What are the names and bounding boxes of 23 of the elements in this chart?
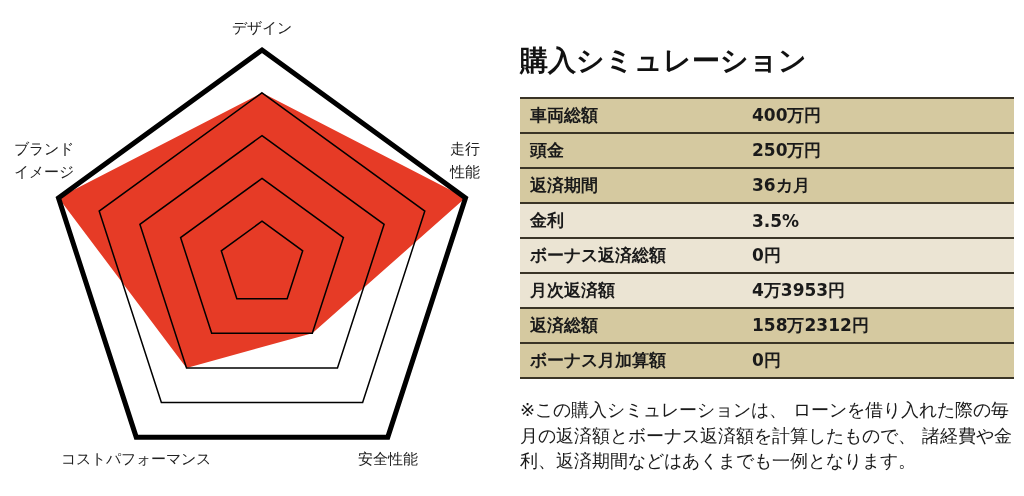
text: 158万2312円 [752,315,869,335]
spoke-label: 走行性能 [448,139,480,181]
text: 購入シミュレーション [520,43,807,79]
category-label: 返済総額 [520,308,752,343]
text: 400万円 [752,105,822,125]
spoke-label: コストパフォーマンス [61,450,212,469]
category-label: ボーナス返済総額 [520,238,752,273]
category-label: 車両総額 [520,98,752,133]
spoke-label: デザイン [232,19,292,37]
category-label: 金利 [520,203,752,238]
text: 0円 [752,245,781,265]
category-label: 頭金 [520,133,752,168]
category-label: 返済期間 [520,168,752,203]
text: 3.5% [752,210,800,231]
text: 36カ月 [752,175,810,195]
category-label: ボーナス月加算額 [520,343,752,378]
text: 4万3953円 [752,280,846,300]
text: 0円 [752,350,781,370]
spoke-label: ブランドイメージ [14,139,75,181]
text: ※この購入シミュレーションは、 ローンを借り入れた際の毎月の返済額とボーナス返済額を計算したもので、 諸経費や金利、返済期間などはあくまでも一例となります。 [520,398,1013,473]
spoke-label: 安全性能 [357,450,418,469]
text: 250万円 [752,140,822,160]
category-label: 月次返済額 [520,273,752,308]
